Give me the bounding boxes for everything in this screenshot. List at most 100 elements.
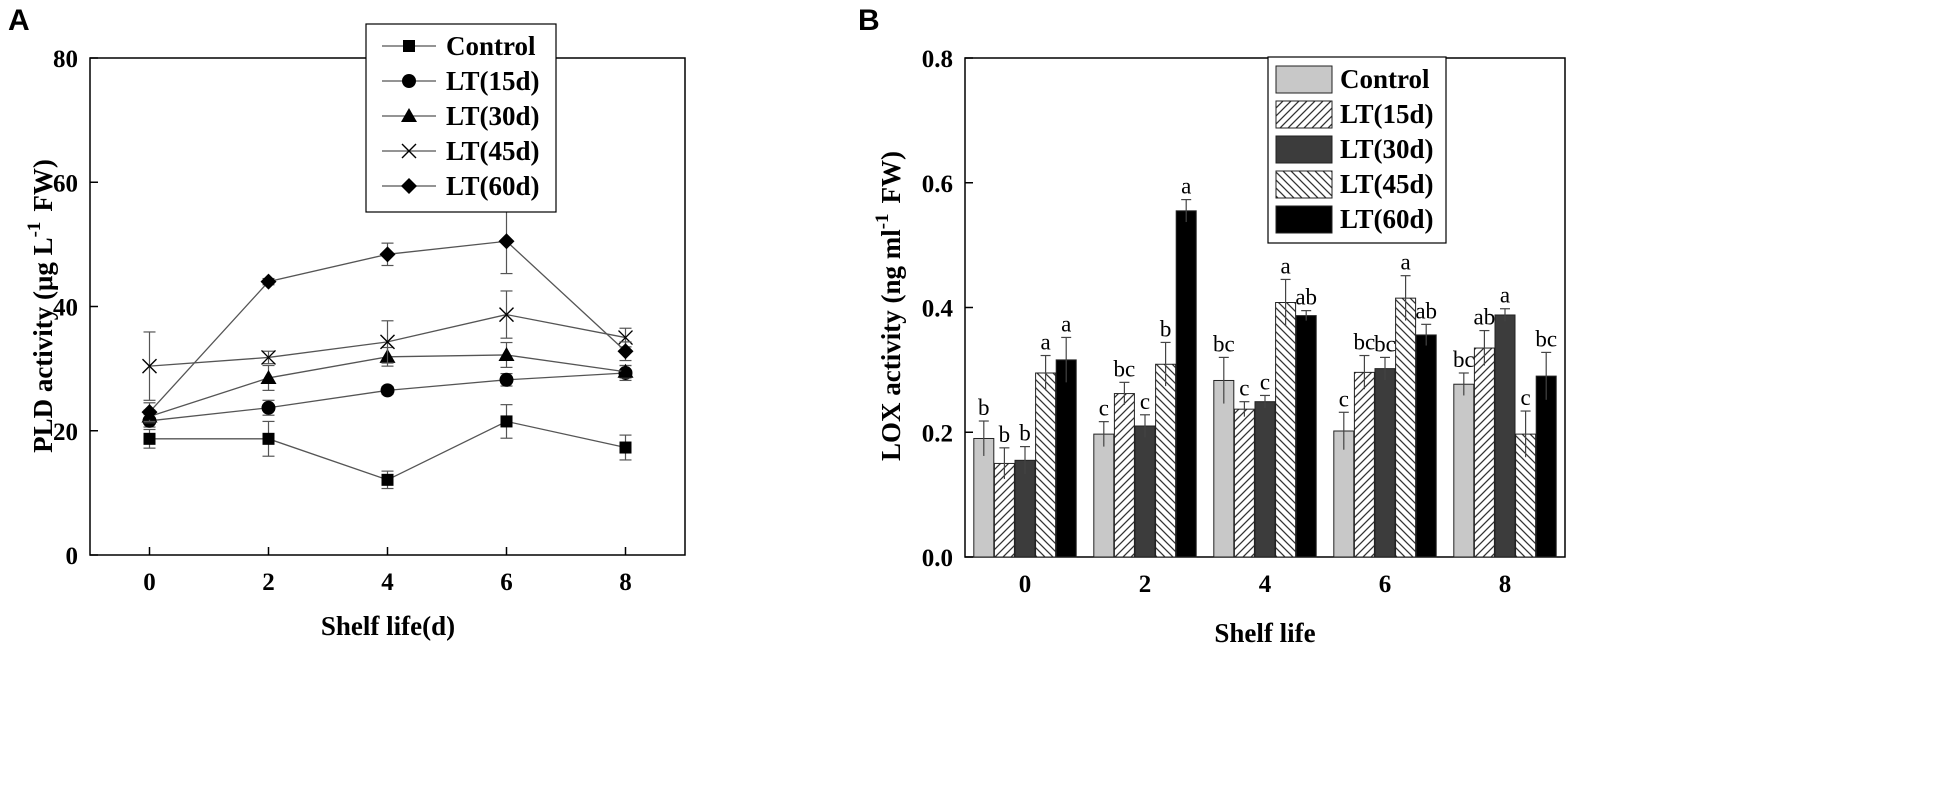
- panel-b-bar: [1055, 359, 1077, 558]
- panel-a-legend-label: LT(30d): [446, 101, 540, 131]
- panel-b-bar: [1213, 379, 1235, 558]
- panel-b-bar: [1353, 371, 1375, 558]
- panel-b-legend-swatch: [1275, 170, 1333, 199]
- panel-b-y-tick-label: 0.4: [922, 296, 954, 323]
- panel-a-data-point: [143, 432, 156, 445]
- panel-a-legend-marker: [403, 40, 415, 52]
- panel-a-data-point: [619, 441, 632, 454]
- panel-a-legend-marker: [402, 74, 416, 88]
- panel-a-data-point: [498, 233, 515, 250]
- panel-b-legend-label: LT(45d): [1340, 169, 1434, 199]
- panel-a-legend: Control LT(15d) LT(30d) LT(45d) LT(60d): [365, 23, 557, 213]
- panel-b-x-tick-label: 2: [1139, 571, 1152, 598]
- panel-b-significance-label: a: [1400, 250, 1410, 275]
- panel-a-data-point: [617, 343, 634, 360]
- panel-a-y-tick-label: 60: [53, 170, 78, 197]
- panel-b-bar: [1494, 314, 1516, 558]
- panel-b-bar: [1014, 459, 1036, 558]
- panel-a-legend-label: LT(45d): [446, 136, 540, 166]
- panel-b-x-axis-title: Shelf life: [1214, 618, 1315, 648]
- panel-a-x-tick-label: 6: [500, 569, 513, 596]
- panel-a-legend-marker: [401, 143, 417, 159]
- panel-b-significance-label: bc: [1535, 326, 1557, 351]
- panel-b-significance-label: a: [1040, 330, 1050, 355]
- panel-b-significance-label: bc: [1374, 331, 1396, 356]
- panel-a-x-axis-title: Shelf life(d): [321, 611, 455, 641]
- panel-b-significance-label: b: [1160, 316, 1172, 341]
- panel-b-x-tick-label: 8: [1499, 571, 1512, 598]
- panel-b-significance-label: bc: [1354, 330, 1376, 355]
- panel-a-series: [141, 208, 634, 490]
- panel-a-legend-label: Control: [446, 31, 536, 61]
- panel-a-series-control: [143, 404, 632, 490]
- panel-b-bar: [1093, 433, 1115, 558]
- panel-a-legend-label: LT(15d): [446, 66, 540, 96]
- panel-b-x-tick-label: 0: [1019, 571, 1032, 598]
- panel-a-y-tick-label: 20: [53, 419, 78, 446]
- panel-a-data-point: [379, 246, 396, 263]
- panel-b-bar: [1395, 297, 1417, 558]
- panel-b-bar: [1453, 383, 1475, 558]
- panel-a-legend-label: LT(60d): [446, 171, 540, 201]
- panel-b-y-tick-label: 0.2: [922, 420, 953, 447]
- panel-a-data-point: [500, 415, 513, 428]
- panel-b-significance-label: bc: [1213, 331, 1235, 356]
- panel-b-legend-label: Control: [1340, 64, 1430, 94]
- panel-a-data-point: [381, 473, 394, 486]
- panel-a-legend-marker: [401, 178, 417, 194]
- panel-b-significance-label: c: [1140, 389, 1150, 414]
- panel-a-data-point: [262, 432, 275, 445]
- panel-b-significance-label: c: [1339, 386, 1349, 411]
- panel-a-x-tick-label: 0: [143, 569, 156, 596]
- panel-b-significance-label: c: [1239, 376, 1249, 401]
- panel-b-bar: [1473, 347, 1495, 558]
- panel-a-data-point: [499, 372, 514, 387]
- panel-b-bar: [1254, 401, 1276, 558]
- panel-b-bar: [1134, 425, 1156, 558]
- panel-b-significance-label: a: [1181, 174, 1191, 199]
- panel-b-legend-label: LT(15d): [1340, 99, 1434, 129]
- panel-a-y-tick-label: 0: [66, 543, 79, 570]
- panel-b-bar: [1374, 368, 1396, 558]
- panel-b-bar: [1233, 408, 1255, 558]
- panel-b-bar: [1275, 302, 1297, 558]
- panel-b-bar: [1333, 430, 1355, 558]
- panel-a-data-point: [498, 346, 515, 361]
- panel-a-x-tick-label: 2: [262, 569, 275, 596]
- panel-a-data-point: [261, 400, 276, 415]
- panel-a-data-point: [142, 358, 157, 374]
- panel-b-y-axis-title: LOX activity (ng ml-1FW): [872, 151, 906, 461]
- panel-b-significance-label: ab: [1474, 305, 1496, 330]
- panel-a-data-point: [380, 334, 395, 350]
- panel-a-data-point: [380, 383, 395, 398]
- panel-b-significance-label: bc: [1114, 356, 1136, 381]
- panel-b-x-tick-label: 6: [1379, 571, 1392, 598]
- panel-a-data-point: [260, 273, 277, 290]
- panel-b-y-tick-label: 0.0: [922, 545, 953, 572]
- panel-a-data-point: [260, 369, 277, 384]
- panel-a-letter: A: [8, 4, 30, 37]
- panel-b-significance-label: a: [1500, 283, 1510, 308]
- panel-b-bar: [1035, 372, 1057, 558]
- panel-a-y-axis-title: PLD activity (μg L-1FW): [24, 159, 58, 453]
- panel-a-y-tick-label: 80: [53, 46, 78, 73]
- panel-b-y-tick-label: 0.6: [922, 171, 953, 198]
- panel-b-legend: Control LT(15d) LT(30d) LT(45d) LT(60d): [1267, 56, 1447, 244]
- panel-b-bar: [1415, 334, 1437, 558]
- panel-b-legend-swatch: [1275, 135, 1333, 164]
- panel-b-significance-label: b: [1019, 421, 1031, 446]
- panel-a-data-point: [261, 349, 276, 365]
- panel-b-significance-label: ab: [1295, 285, 1317, 310]
- panel-b-bar: [1295, 315, 1317, 558]
- panel-b-letter: B: [858, 4, 880, 37]
- panel-b-bar: [1113, 393, 1135, 558]
- panel-b-legend-swatch: [1275, 100, 1333, 129]
- panel-b-significance-label: a: [1061, 311, 1071, 336]
- panel-a-data-point: [141, 404, 158, 421]
- panel-b-significance-label: bc: [1453, 347, 1475, 372]
- panel-b-significance-label: c: [1260, 369, 1270, 394]
- panel-b-bar: [1175, 210, 1197, 558]
- panel-a-x-tick-label: 8: [619, 569, 632, 596]
- panel-b-bar: [1535, 375, 1557, 558]
